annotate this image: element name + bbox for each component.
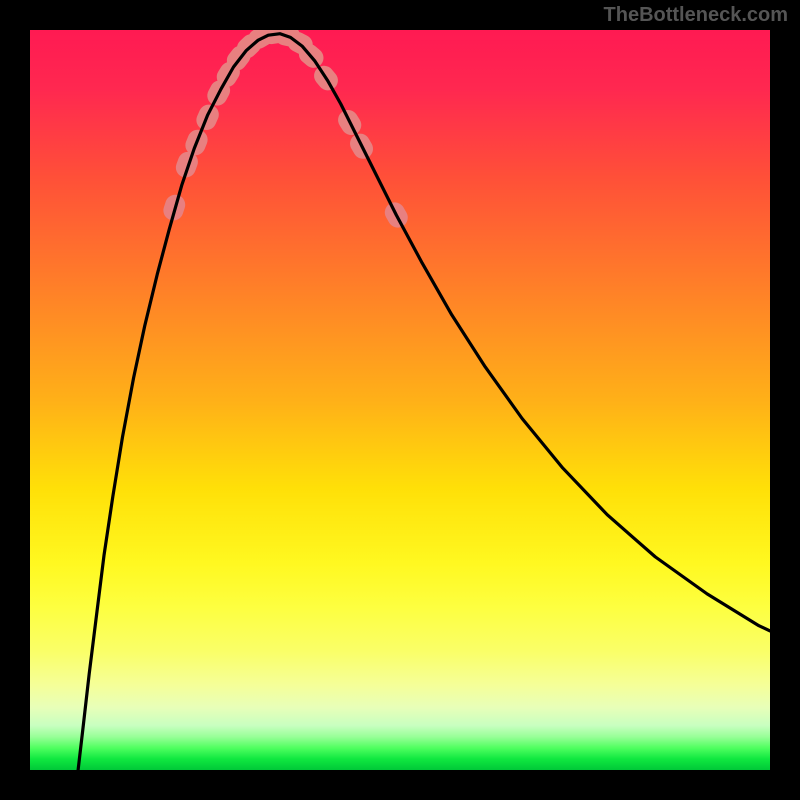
curve-path — [78, 34, 770, 770]
chart-container: TheBottleneck.com — [0, 0, 800, 800]
markers-group — [161, 30, 412, 231]
watermark-text: TheBottleneck.com — [604, 4, 788, 27]
curve-layer — [30, 30, 770, 770]
plot-area — [30, 30, 770, 770]
